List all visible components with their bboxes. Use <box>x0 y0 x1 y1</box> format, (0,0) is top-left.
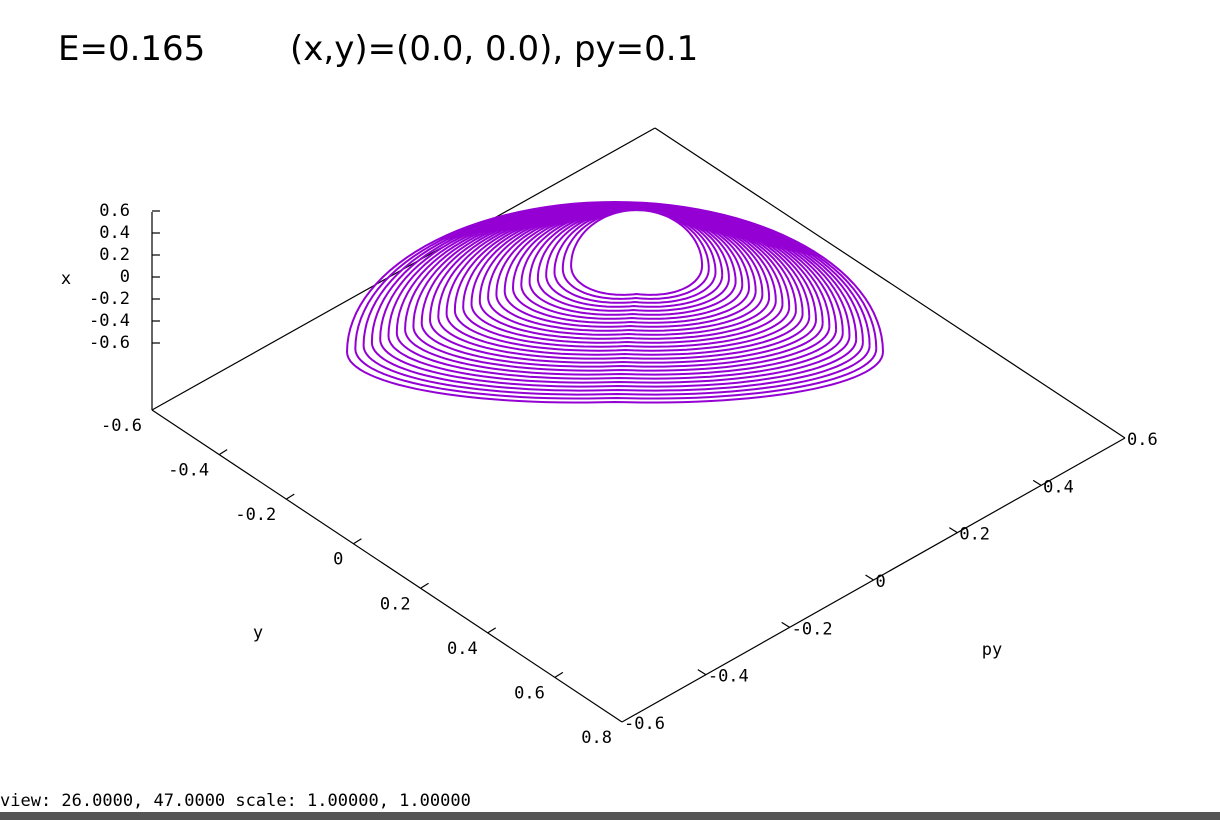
py-tick-label: -0.4 <box>708 667 749 687</box>
axis-labels: 0.60.40.20-0.2-0.4-0.6x-0.6-0.4-0.200.20… <box>61 201 1158 748</box>
py-tick-label: -0.2 <box>792 619 833 639</box>
y-axis <box>151 409 623 723</box>
py-tick <box>697 669 707 676</box>
status-bar: view: 26.0000, 47.0000 scale: 1.00000, 1… <box>0 791 471 811</box>
y-tick-label: 0.6 <box>514 683 545 703</box>
y-tick-label: -0.4 <box>168 461 209 481</box>
y-tick <box>285 493 295 500</box>
energy-title: E=0.165 <box>58 29 205 69</box>
y-tick-label: -0.2 <box>235 505 276 525</box>
y-tick <box>353 538 362 545</box>
window-edge <box>0 812 1220 820</box>
y-tick <box>487 627 497 634</box>
y-tick-label: 0 <box>333 550 343 570</box>
x-tick-label: 0.4 <box>99 223 130 243</box>
x-tick-label: -0.6 <box>89 333 130 353</box>
y-axis-label: y <box>253 623 263 643</box>
y-tick <box>420 582 429 589</box>
y-tick <box>554 671 564 678</box>
x-tick-label: -0.4 <box>89 311 130 331</box>
axes-box <box>151 127 1126 723</box>
py-tick-label: -0.6 <box>624 714 665 734</box>
py-tick <box>949 527 958 534</box>
x-tick-label: 0.2 <box>99 245 130 265</box>
y-tick-label: 0.4 <box>447 639 478 659</box>
py-tick-label: 0.2 <box>959 525 990 545</box>
y-tick <box>218 449 228 456</box>
py-tick <box>781 621 790 628</box>
x-tick-label: -0.2 <box>89 289 130 309</box>
y-tick-label: 0.8 <box>581 728 612 748</box>
py-tick-label: 0.4 <box>1043 477 1074 497</box>
conditions-title: (x,y)=(0.0, 0.0), py=0.1 <box>290 29 698 69</box>
py-tick-label: 0 <box>876 572 886 592</box>
trajectory-curve <box>345 200 884 404</box>
y-tick-label: 0.2 <box>380 594 411 614</box>
x-tick-label: 0.6 <box>99 201 130 221</box>
y-tick-label: -0.6 <box>101 416 142 436</box>
py-tick-label: 0.6 <box>1127 430 1158 450</box>
trajectory <box>345 200 884 404</box>
py-tick <box>865 574 874 581</box>
x-axis-label: x <box>61 269 71 289</box>
x-tick-label: 0 <box>120 267 130 287</box>
py-tick <box>1032 479 1042 486</box>
py-axis-label: py <box>982 640 1002 660</box>
back-edge <box>654 127 1126 439</box>
